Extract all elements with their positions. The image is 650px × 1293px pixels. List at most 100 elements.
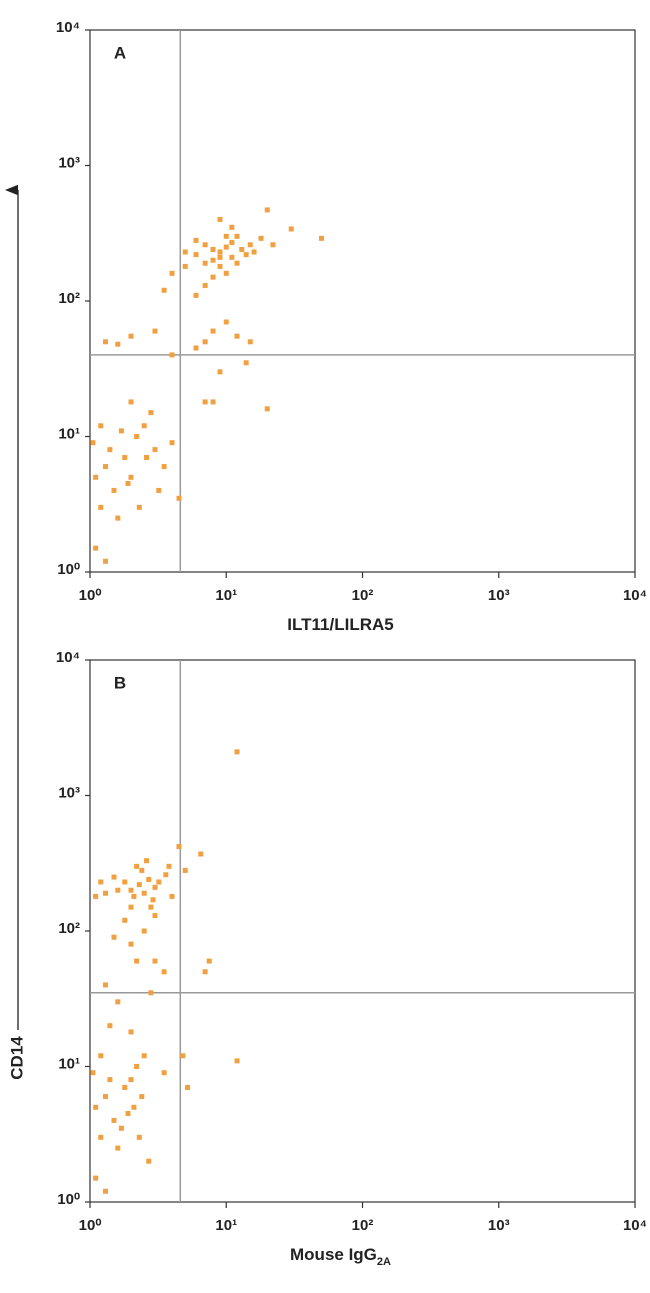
panel-label: A <box>114 43 126 62</box>
event-dot <box>98 423 104 429</box>
event-dot <box>202 260 208 266</box>
y-axis-label: CD14 <box>7 1036 26 1080</box>
event-dot <box>193 252 199 258</box>
event-dot <box>122 917 128 923</box>
event-dot <box>111 487 117 493</box>
event-dot <box>128 1077 134 1083</box>
event-dot <box>146 876 152 882</box>
y-tick-label: 10¹ <box>58 1055 80 1072</box>
event-dot <box>107 1077 113 1083</box>
x-tick-label: 10¹ <box>215 1217 237 1234</box>
event-dot <box>234 749 240 755</box>
event-dot <box>288 226 294 232</box>
x-axis-label-subscript: 2A <box>377 1256 391 1268</box>
x-tick-label: 10⁰ <box>79 1217 102 1234</box>
event-dot <box>98 879 104 885</box>
x-tick-label: 10¹ <box>215 587 237 604</box>
event-dot <box>150 897 156 903</box>
event-dot <box>243 252 249 258</box>
event-dot <box>134 434 140 439</box>
event-dot <box>318 235 324 241</box>
event-dot <box>176 495 182 501</box>
event-dot <box>202 339 208 345</box>
event-dot <box>234 1058 240 1064</box>
event-dot <box>111 874 117 880</box>
event-dot <box>169 440 175 446</box>
event-dot <box>131 1104 137 1110</box>
event-dot <box>128 399 134 405</box>
event-dot <box>134 1064 140 1069</box>
event-dot <box>141 423 147 429</box>
event-dot <box>234 260 240 266</box>
event-dot <box>103 464 109 470</box>
event-dot <box>115 341 121 347</box>
event-dot <box>161 1070 167 1076</box>
event-dot <box>93 1104 99 1110</box>
event-dot <box>134 863 140 869</box>
event-dot <box>202 283 208 289</box>
event-dot <box>148 990 154 996</box>
plot-frame <box>89 29 636 573</box>
event-dot <box>107 1023 113 1029</box>
event-dot <box>251 249 257 255</box>
event-dot <box>152 913 158 919</box>
event-dot <box>107 447 113 453</box>
event-dot <box>122 454 128 460</box>
event-dot <box>152 884 158 890</box>
event-dot <box>161 464 167 470</box>
event-dot <box>239 246 245 252</box>
event-dot <box>193 292 199 298</box>
event-dot <box>111 1117 117 1123</box>
event-dot <box>128 887 134 893</box>
event-dot <box>182 263 188 269</box>
event-dot <box>270 242 276 248</box>
event-dot <box>229 240 235 246</box>
event-dot <box>98 1053 104 1059</box>
event-dot <box>141 890 147 896</box>
event-dot <box>169 893 175 899</box>
x-tick-label: 10² <box>352 587 374 604</box>
y-tick-label: 10³ <box>58 784 80 801</box>
event-dot <box>103 558 109 564</box>
event-dot <box>206 958 212 964</box>
event-dot <box>134 958 140 964</box>
y-tick-label: 10² <box>58 290 80 307</box>
event-dot <box>125 1110 131 1116</box>
event-dot <box>210 328 216 334</box>
event-dot <box>202 242 208 248</box>
event-dot <box>223 233 229 239</box>
x-tick-label: 10⁰ <box>79 587 102 604</box>
event-dot <box>182 867 188 873</box>
event-dot <box>90 440 96 446</box>
event-dot <box>223 244 229 250</box>
y-tick-label: 10² <box>58 920 80 937</box>
event-dot <box>103 890 109 896</box>
y-tick-label: 10¹ <box>58 425 80 442</box>
y-tick-label: 10⁴ <box>56 19 80 36</box>
x-tick-label: 10² <box>352 1217 374 1234</box>
event-dot <box>152 447 158 453</box>
event-dot <box>193 237 199 243</box>
event-dot <box>202 969 208 975</box>
event-dot <box>169 270 175 276</box>
event-dot <box>223 319 229 325</box>
event-dot <box>128 1029 134 1035</box>
event-dot <box>141 928 147 934</box>
y-tick-label: 10³ <box>58 154 80 171</box>
event-dot <box>128 333 134 339</box>
event-dot <box>152 328 158 334</box>
event-dot <box>115 999 121 1005</box>
event-dot <box>152 958 158 964</box>
y-tick-label: 10⁰ <box>57 1191 80 1208</box>
event-dot <box>166 863 172 869</box>
event-dot <box>185 1084 191 1090</box>
event-dot <box>93 474 99 480</box>
event-dot <box>146 1158 152 1164</box>
event-dot <box>118 428 124 434</box>
event-dot <box>169 352 175 358</box>
event-dot <box>98 504 104 510</box>
event-dot <box>217 249 223 255</box>
x-tick-label: 10⁴ <box>623 1217 647 1234</box>
event-dot <box>122 879 128 885</box>
